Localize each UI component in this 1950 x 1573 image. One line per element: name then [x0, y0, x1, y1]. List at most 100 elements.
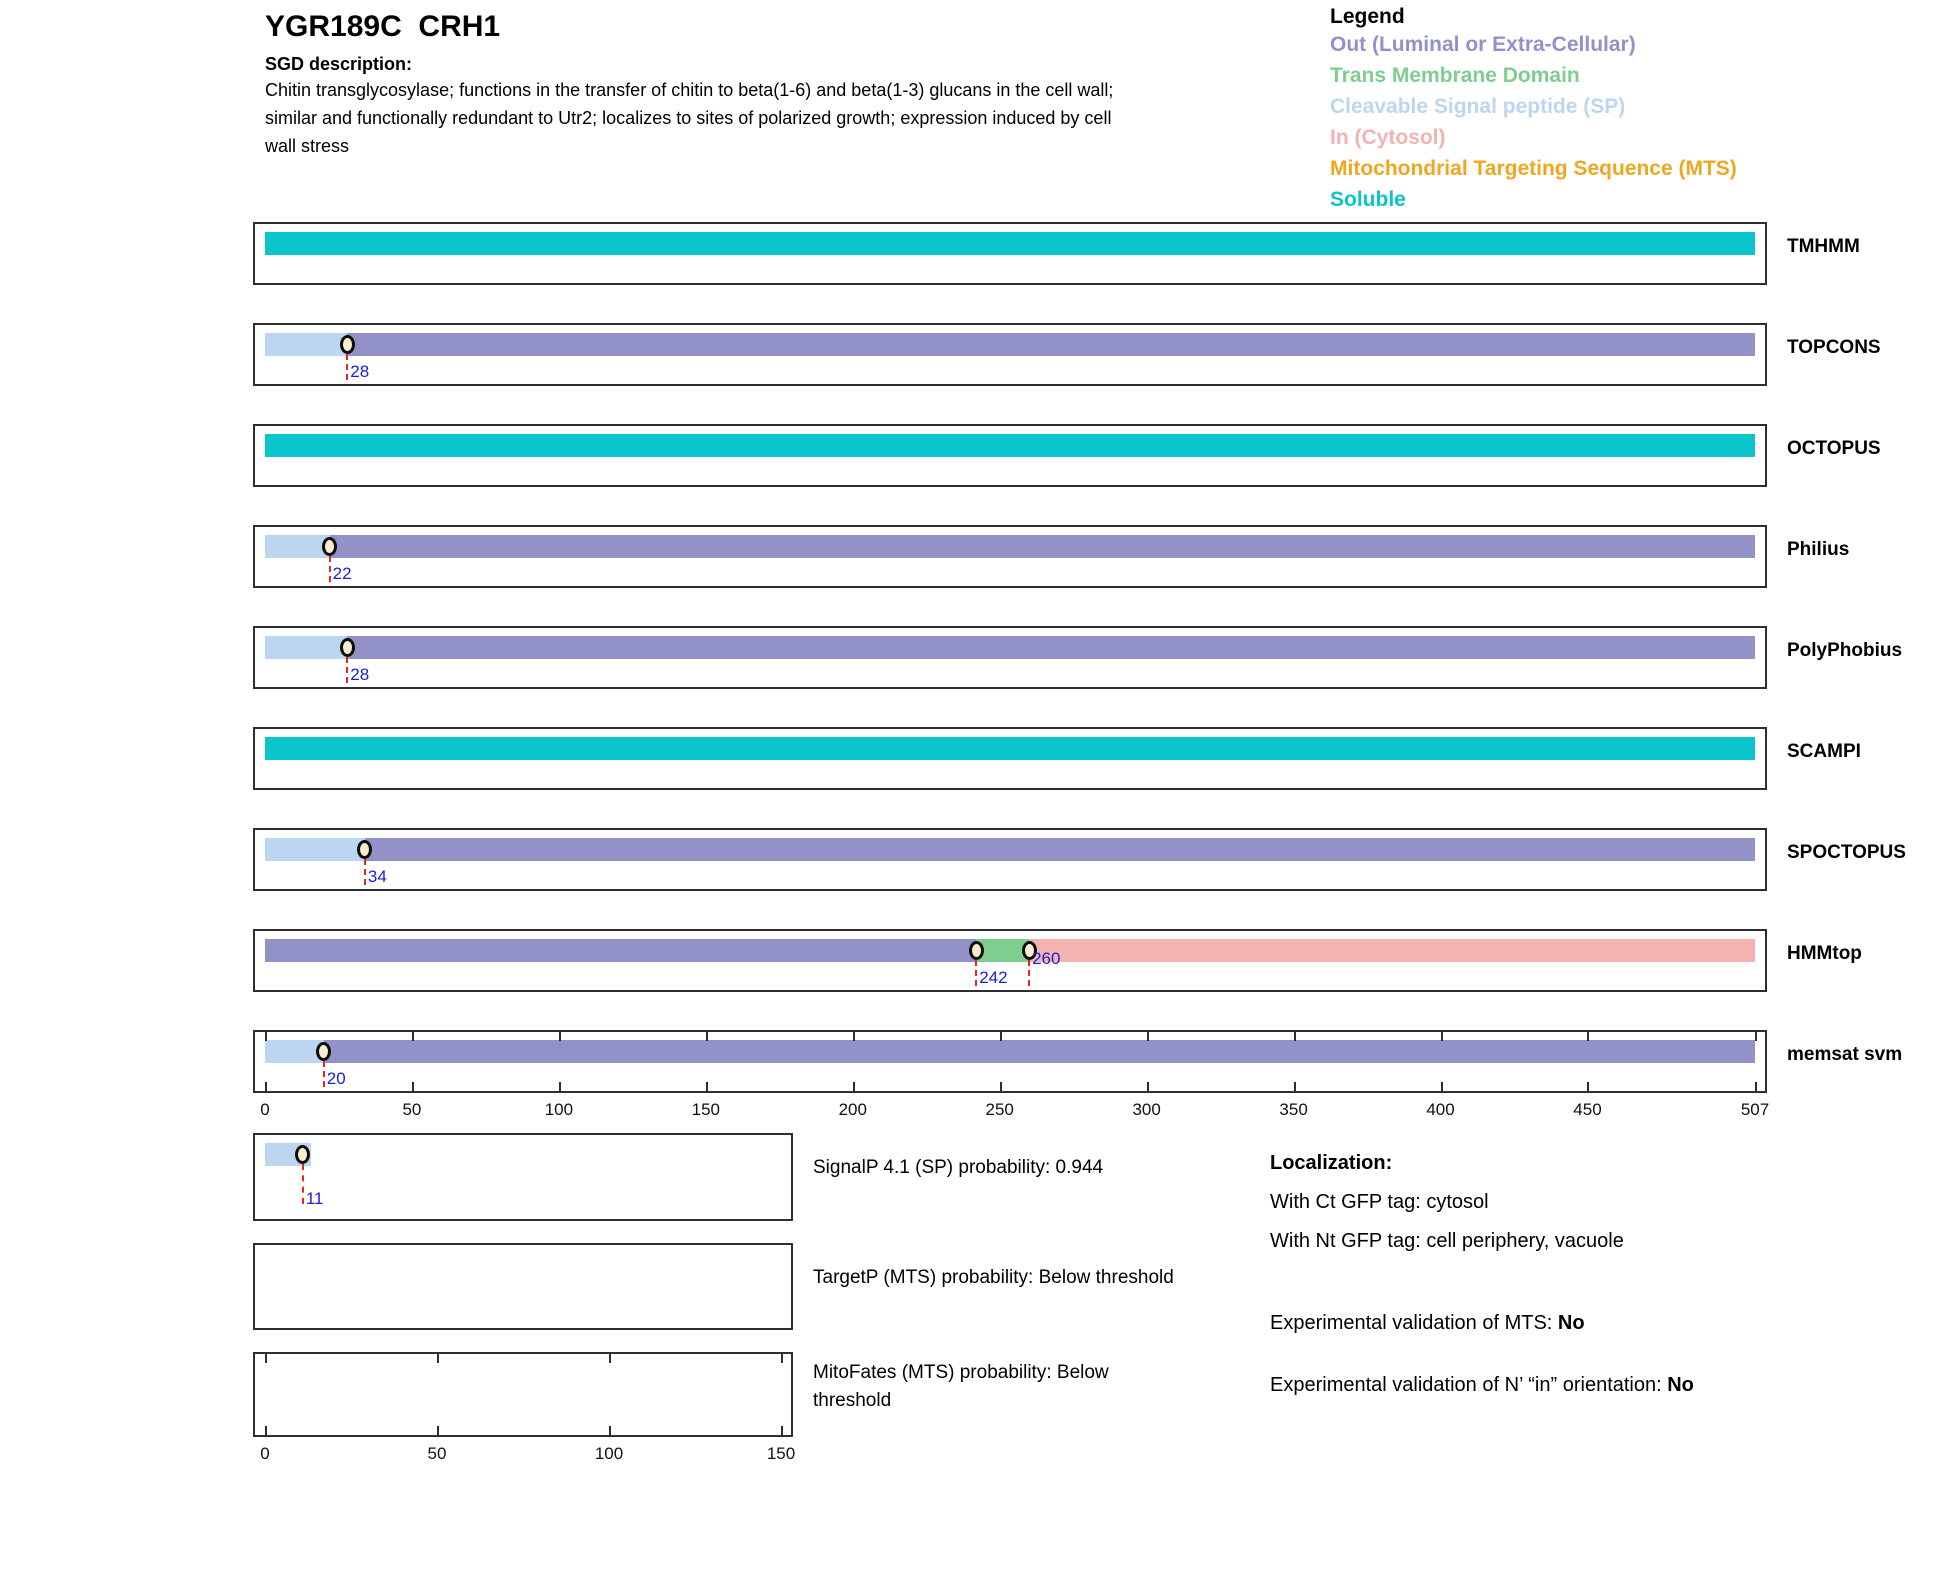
position-marker: [295, 1145, 311, 1164]
position-marker: [339, 638, 355, 657]
marker-line: [328, 556, 331, 582]
position-marker: [316, 1042, 332, 1061]
axis-tick: [265, 1426, 267, 1435]
legend-item-mts: Mitochondrial Targeting Sequence (MTS): [1330, 157, 1737, 180]
axis-tick: [265, 1082, 267, 1091]
track-label-topcons: TOPCONS: [1787, 337, 1881, 358]
segment-in: [1029, 939, 1755, 962]
track-label-spoctopus: SPOCTOPUS: [1787, 842, 1906, 863]
segment-sp: [265, 333, 348, 356]
segment-soluble: [265, 232, 1755, 255]
axis-tick: [705, 1082, 708, 1091]
axis-tick: [1587, 1032, 1590, 1041]
marker-position-label: 28: [350, 665, 370, 684]
position-marker: [357, 840, 373, 859]
axis-tick-label: 400: [1426, 1100, 1455, 1119]
mts-validation-label: Experimental validation of MTS:: [1270, 1312, 1558, 1334]
marker-line: [301, 1164, 304, 1204]
axis-tick: [1440, 1082, 1443, 1091]
axis-tick: [1755, 1082, 1757, 1091]
axis-tick: [265, 1032, 267, 1041]
axis-tick-label: 450: [1573, 1100, 1602, 1119]
axis-tick: [1587, 1082, 1590, 1091]
sgd-description-line: similar and functionally redundant to Ut…: [265, 108, 1112, 128]
axis-tick: [705, 1032, 708, 1041]
marker-position-label: 11: [305, 1189, 324, 1208]
marker-line: [1028, 960, 1031, 986]
orientation-validation-value: No: [1667, 1374, 1694, 1396]
mts-validation-line: Experimental validation of MTS: No: [1270, 1312, 1585, 1335]
marker-position-label: 20: [326, 1069, 346, 1088]
marker-position-label: 28: [350, 362, 370, 381]
axis-tick: [265, 1354, 267, 1363]
axis-tick: [437, 1354, 439, 1363]
marker-line: [975, 960, 978, 986]
axis-tick-label: 150: [766, 1444, 796, 1463]
segment-soluble: [265, 737, 1755, 760]
axis-tick: [1146, 1082, 1149, 1091]
mts-validation-value: No: [1557, 1312, 1585, 1334]
plot-targetp-box: [253, 1243, 793, 1330]
page-title: YGR189C CRH1: [265, 10, 501, 43]
axis-tick: [411, 1082, 414, 1091]
axis-tick-label: 100: [544, 1100, 574, 1119]
segment-out: [323, 1040, 1755, 1063]
axis-tick: [781, 1426, 783, 1435]
localization-title: Localization:: [1270, 1152, 1393, 1174]
segment-out: [265, 939, 977, 962]
axis-tick-label: 507: [1740, 1100, 1770, 1119]
marker-position-label: 242: [979, 968, 1008, 987]
axis-tick: [609, 1426, 611, 1435]
track-label-memsat-svm: memsat svm: [1787, 1044, 1903, 1065]
track-label-polyphobius: PolyPhobius: [1787, 640, 1903, 661]
axis-tick: [1755, 1032, 1757, 1041]
axis-tick-label: 0: [260, 1100, 270, 1119]
track-label-octopus: OCTOPUS: [1787, 438, 1881, 459]
axis-tick: [781, 1354, 783, 1363]
segment-out: [364, 838, 1755, 861]
axis-tick: [852, 1032, 855, 1041]
axis-tick-label: 100: [594, 1444, 624, 1463]
axis-tick: [437, 1426, 439, 1435]
axis-tick: [411, 1032, 414, 1041]
segment-out: [347, 636, 1755, 659]
axis-tick: [999, 1082, 1002, 1091]
marker-position-label: 22: [332, 564, 352, 583]
position-marker: [339, 335, 355, 354]
axis-tick-label: 150: [691, 1100, 721, 1119]
sgd-description-line: wall stress: [265, 136, 350, 156]
segment-out: [329, 535, 1755, 558]
segment-sp: [265, 535, 330, 558]
sgd-description-line: Chitin transglycosylase; functions in th…: [265, 80, 1114, 100]
axis-tick-label: 250: [985, 1100, 1014, 1119]
segment-sp: [265, 838, 365, 861]
legend-title: Legend: [1330, 5, 1405, 28]
track-label-hmmtop: HMMtop: [1787, 943, 1862, 964]
axis-tick: [999, 1032, 1002, 1041]
axis-tick: [852, 1082, 855, 1091]
legend-item-soluble: Soluble: [1330, 188, 1406, 211]
axis-tick-label: 350: [1279, 1100, 1308, 1119]
position-marker: [968, 941, 984, 960]
axis-tick: [1146, 1032, 1149, 1041]
marker-line: [346, 354, 349, 380]
orientation-validation-label: Experimental validation of N’ “in” orien…: [1270, 1374, 1668, 1396]
axis-tick: [558, 1032, 561, 1041]
legend-item-in: In (Cytosol): [1330, 126, 1446, 149]
sgd-description-label: SGD description:: [265, 54, 413, 74]
axis-tick: [1293, 1082, 1296, 1091]
orientation-validation-line: Experimental validation of N’ “in” orien…: [1270, 1374, 1694, 1397]
segment-soluble: [265, 434, 1755, 457]
segment-tm: [976, 939, 1030, 962]
segment-sp: [265, 1040, 324, 1063]
track-label-tmhmm: TMHMM: [1787, 236, 1860, 257]
track-label-philius: Philius: [1787, 539, 1850, 560]
axis-tick-label: 200: [838, 1100, 867, 1119]
axis-tick: [1293, 1032, 1296, 1041]
marker-line: [322, 1061, 325, 1087]
plot-mitofates-box: [253, 1352, 793, 1437]
marker-position-label: 34: [367, 867, 387, 886]
axis-tick: [558, 1082, 561, 1091]
legend-item-tm: Trans Membrane Domain: [1330, 64, 1580, 87]
